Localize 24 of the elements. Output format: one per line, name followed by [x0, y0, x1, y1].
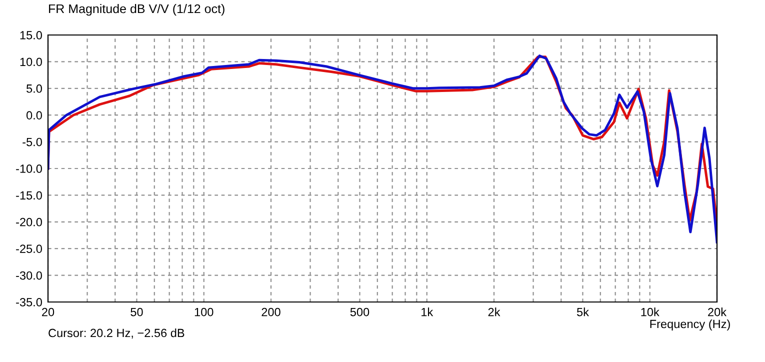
x-tick-label: 50: [130, 308, 143, 316]
y-tick-label: -25.0: [16, 244, 42, 253]
y-tick-label: 5.0: [26, 84, 42, 93]
y-tick-label: 0.0: [26, 111, 42, 120]
x-tick-label: 2k: [488, 308, 500, 316]
y-tick-label: -15.0: [16, 191, 42, 200]
chart-title: FR Magnitude dB V/V (1/12 oct): [49, 4, 224, 16]
y-tick-label: -10.0: [16, 164, 42, 173]
x-tick-label: 1k: [422, 308, 434, 316]
y-tick-label: -30.0: [16, 271, 42, 280]
y-tick-label: -20.0: [16, 218, 42, 226]
x-tick-label: 20: [42, 308, 54, 316]
y-tick-label: -35.0: [16, 298, 42, 306]
y-tick-label: -5.0: [22, 138, 42, 146]
x-tick-label: 500: [350, 308, 370, 316]
y-tick-label: 15.0: [20, 31, 42, 40]
x-tick-label: 100: [194, 308, 214, 316]
x-tick-label: 10k: [641, 308, 660, 316]
x-tick-label: 5k: [576, 308, 589, 316]
x-tick-label: 20k: [708, 308, 727, 316]
y-tick-label: 10.0: [20, 58, 42, 66]
x-axis-title: Frequency (Hz): [650, 319, 730, 330]
text: Cursor: 20.2 Hz, −2.56 dB: [48, 328, 184, 339]
x-tick-label: 200: [262, 308, 280, 316]
